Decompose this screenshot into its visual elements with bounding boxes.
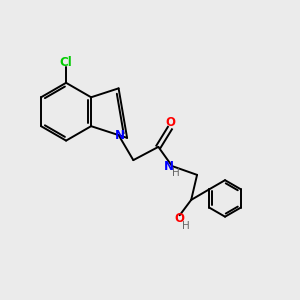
Text: N: N xyxy=(115,129,125,142)
Text: O: O xyxy=(165,116,175,129)
Text: Cl: Cl xyxy=(60,56,73,69)
Text: N: N xyxy=(164,160,173,172)
Text: O: O xyxy=(175,212,185,225)
Text: H: H xyxy=(172,168,179,178)
Text: H: H xyxy=(182,220,190,230)
